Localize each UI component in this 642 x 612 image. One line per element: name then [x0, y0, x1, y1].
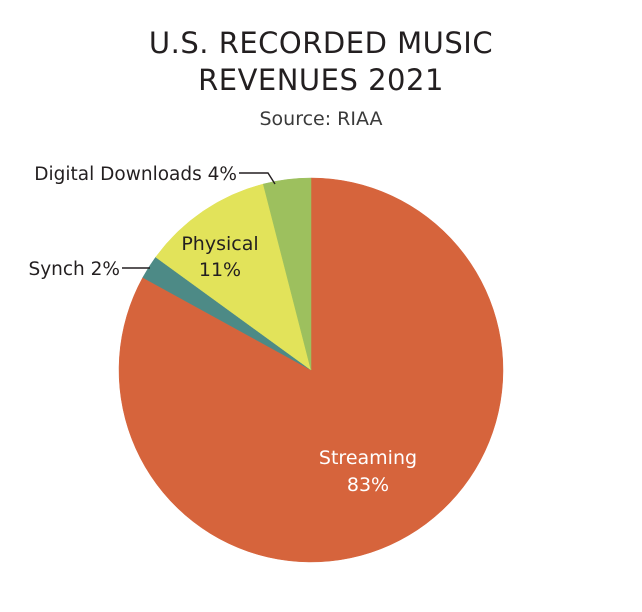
- chart-title-line-1: U.S. RECORDED MUSIC: [149, 26, 493, 60]
- digital-downloads-leader-line: [239, 172, 276, 185]
- physical-percent: 11%: [199, 259, 241, 281]
- digital-downloads-label: Digital Downloads 4%: [34, 164, 237, 185]
- pie-slice-digital-downloads: [262, 177, 312, 371]
- streaming-label: Streaming: [319, 447, 417, 469]
- chart-title-line-2: REVENUES 2021: [198, 63, 444, 97]
- physical-label: Physical: [181, 233, 258, 255]
- pie-slice-physical: [155, 183, 312, 371]
- chart-subtitle: Source: RIAA: [259, 108, 382, 130]
- synch-label: Synch 2%: [28, 259, 120, 280]
- pie-slices: [118, 177, 504, 563]
- streaming-percent: 83%: [347, 474, 389, 496]
